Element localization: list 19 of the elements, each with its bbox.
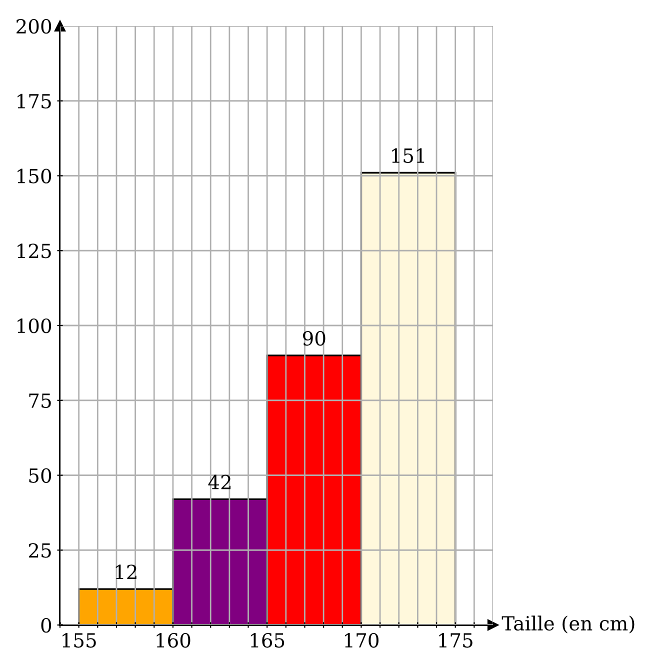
y-tick-label: 150 — [18, 168, 52, 184]
x-tick-label: 155 — [62, 632, 96, 648]
y-tick-label: 175 — [18, 94, 51, 109]
y-tick-label: 0 — [41, 618, 52, 633]
y-tick-label: 25 — [28, 543, 51, 558]
x-tick-label: 175 — [439, 632, 472, 648]
y-tick-label: 50 — [29, 468, 52, 483]
x-tick-label: 165 — [250, 632, 284, 648]
y-tick-label: 200 — [16, 18, 52, 34]
y-tick-label: 75 — [29, 394, 51, 408]
x-tick-label: 160 — [156, 632, 190, 648]
x-tick-label: 170 — [345, 632, 378, 648]
data-label: 42 — [208, 474, 230, 490]
data-label: 151 — [392, 148, 424, 163]
x-axis-title: Taille (en cm) — [502, 616, 634, 634]
data-label: 12 — [116, 564, 136, 580]
y-tick-label: 125 — [18, 244, 51, 258]
data-label: 90 — [303, 330, 326, 346]
y-tick-label: 100 — [18, 318, 52, 334]
